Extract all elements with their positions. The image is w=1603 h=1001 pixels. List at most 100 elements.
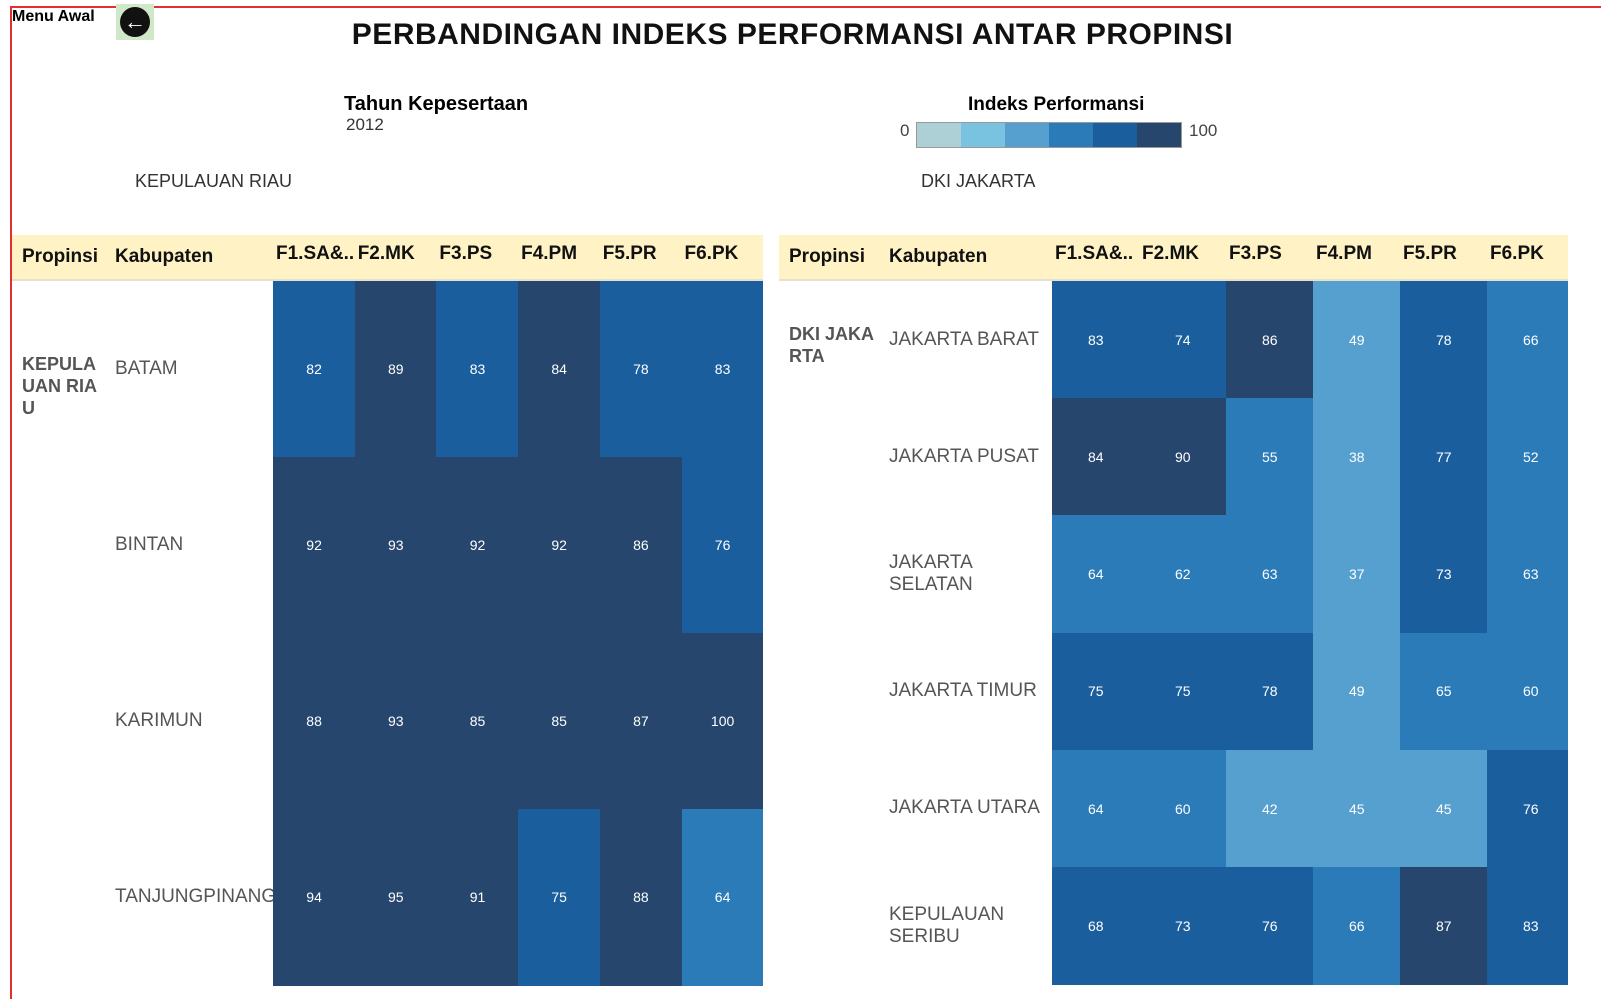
heatmap-cell: 95 xyxy=(354,809,437,986)
legend-swatch xyxy=(1005,123,1049,147)
legend-max: 100 xyxy=(1189,121,1218,140)
heatmap-cell: 64 xyxy=(681,809,763,986)
heatmap-cell: 78 xyxy=(599,281,682,458)
row-label: KARIMUN xyxy=(115,710,203,731)
heatmap-cell: 49 xyxy=(1313,632,1401,751)
heatmap-cell: 62 xyxy=(1139,515,1227,634)
heatmap-cell: 90 xyxy=(1139,398,1227,516)
heatmap-cell: 45 xyxy=(1400,749,1488,868)
filter-value[interactable]: 2012 xyxy=(346,115,384,134)
heatmap-cell: 87 xyxy=(1400,867,1488,985)
heatmap-cell: 83 xyxy=(436,281,519,458)
legend-swatch xyxy=(1049,123,1093,147)
column-header: F3.PS xyxy=(439,243,493,264)
heatmap-cell: 75 xyxy=(518,809,601,986)
heatmap-cell: 63 xyxy=(1487,515,1568,634)
heatmap-cell: 93 xyxy=(354,457,437,634)
heatmap-cell: 75 xyxy=(1139,632,1227,751)
table-header xyxy=(779,235,1568,281)
row-label: BATAM xyxy=(115,358,178,379)
column-header: F4.PM xyxy=(521,243,578,264)
legend-bar xyxy=(916,122,1182,148)
heatmap-table: Propinsi Kabupaten F1.SA&.. F2.MK F3.PS F4.PM… xyxy=(12,235,763,1001)
column-header: Kabupaten xyxy=(115,246,214,267)
column-header: F4.PM xyxy=(1316,243,1372,264)
heatmap-cell: 78 xyxy=(1226,632,1314,751)
heatmap-cell: 60 xyxy=(1487,632,1568,751)
legend-swatch xyxy=(1093,123,1137,147)
heatmap-cell: 66 xyxy=(1487,281,1568,399)
heatmap-cell: 100 xyxy=(681,633,763,810)
heatmap-cell: 77 xyxy=(1400,398,1488,516)
legend-min: 0 xyxy=(900,121,910,140)
row-label: JAKARTA SELATAN xyxy=(889,551,973,595)
heatmap-cell: 82 xyxy=(273,281,356,458)
heatmap-cell: 93 xyxy=(354,633,437,810)
row-label: BINTAN xyxy=(115,534,184,555)
column-header: Propinsi xyxy=(22,246,99,267)
heatmap-cell: 86 xyxy=(1226,281,1314,399)
heatmap-cell: 85 xyxy=(518,633,601,810)
heatmap-cell: 83 xyxy=(1487,867,1568,985)
heatmap-cell: 92 xyxy=(273,457,356,634)
column-header: F2.MK xyxy=(1142,243,1199,264)
heatmap-cell: 83 xyxy=(1052,281,1140,399)
heatmap-cell: 92 xyxy=(436,457,519,634)
menu-label[interactable]: Menu Awal xyxy=(12,8,95,25)
heatmap-cell: 38 xyxy=(1313,398,1401,516)
row-label: JAKARTA PUSAT xyxy=(889,445,1039,467)
column-header: F6.PK xyxy=(1490,243,1544,264)
column-header: Kabupaten xyxy=(889,246,988,267)
row-label: JAKARTA BARAT xyxy=(889,328,1039,350)
panel-title: DKI JAKARTA xyxy=(921,171,1036,191)
heatmap-cell: 87 xyxy=(599,633,682,810)
legend-title: Indeks Performansi xyxy=(968,94,1145,115)
heatmap-cell: 64 xyxy=(1052,749,1140,868)
heatmap-cell: 88 xyxy=(599,809,682,986)
heatmap-cell: 76 xyxy=(681,457,763,634)
heatmap-cell: 55 xyxy=(1226,398,1314,516)
heatmap-cell: 88 xyxy=(273,633,356,810)
legend-swatch xyxy=(917,123,961,147)
heatmap-cell: 66 xyxy=(1313,867,1401,985)
column-header: Propinsi xyxy=(789,246,866,267)
heatmap-cell: 76 xyxy=(1487,749,1568,868)
heatmap-cell: 68 xyxy=(1052,867,1140,985)
heatmap-cell: 60 xyxy=(1139,749,1227,868)
row-label: TANJUNGPINANG xyxy=(115,886,277,907)
legend-swatch xyxy=(1137,123,1181,147)
heatmap-table: Propinsi Kabupaten F1.SA&.. F2.MK F3.PS F4.PM… xyxy=(779,235,1568,1001)
heatmap-cell: 37 xyxy=(1313,515,1401,634)
heatmap-cell: 89 xyxy=(354,281,437,458)
heatmap-cell: 84 xyxy=(518,281,601,458)
province-label: KEPULAUAN RIAU xyxy=(22,354,97,418)
heatmap-cell: 73 xyxy=(1400,515,1488,634)
heatmap-cell: 83 xyxy=(681,281,763,458)
heatmap-cell: 64 xyxy=(1052,515,1140,634)
frame xyxy=(10,6,1601,999)
heatmap-cell: 42 xyxy=(1226,749,1314,868)
heatmap-cell: 65 xyxy=(1400,632,1488,751)
heatmap-cell: 74 xyxy=(1139,281,1227,399)
column-header: F6.PK xyxy=(684,243,739,264)
column-header: F5.PR xyxy=(602,243,657,264)
heatmap-cell: 94 xyxy=(273,809,356,986)
heatmap-cell: 91 xyxy=(436,809,519,986)
heatmap-cell: 78 xyxy=(1400,281,1488,399)
heatmap-cell: 73 xyxy=(1139,867,1227,985)
panel-title: KEPULAUAN RIAU xyxy=(135,171,293,191)
row-label: JAKARTA TIMUR xyxy=(889,680,1037,702)
column-header: F3.PS xyxy=(1229,243,1282,264)
back-button[interactable]: ← xyxy=(116,4,154,40)
heatmap-cell: 86 xyxy=(599,457,682,634)
heatmap-cell: 45 xyxy=(1313,749,1401,868)
heatmap-cell: 92 xyxy=(518,457,601,634)
column-header: F1.SA&.. xyxy=(1055,243,1134,264)
heatmap-cell: 63 xyxy=(1226,515,1314,634)
heatmap-cell: 76 xyxy=(1226,867,1314,985)
dashboard-title: PERBANDINGAN INDEKS PERFORMANSI ANTAR PR… xyxy=(351,18,1234,51)
column-header: F5.PR xyxy=(1403,243,1457,264)
table-header xyxy=(12,235,763,281)
legend-swatch xyxy=(961,123,1005,147)
